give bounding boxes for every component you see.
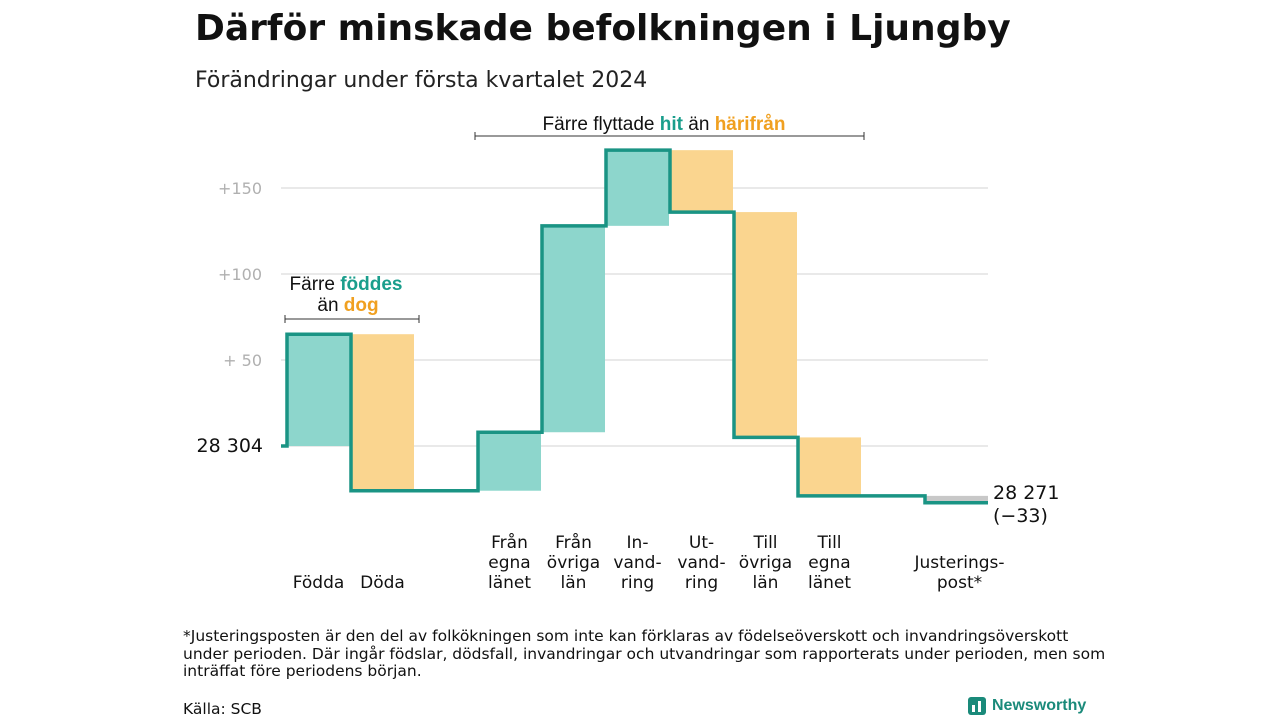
svg-text:Färre flyttade hit: Färre flyttade hit än härifrån bbox=[543, 114, 786, 135]
category-label: Till övriga län bbox=[739, 533, 792, 593]
bar-invandring bbox=[606, 150, 669, 226]
footnote: *Justeringsposten är den del av folkökni… bbox=[183, 627, 1106, 680]
y-tick-label: +150 bbox=[218, 179, 262, 198]
end-change-label: (−33) bbox=[993, 505, 1048, 527]
category-label: Från övriga län bbox=[547, 532, 600, 593]
y-tick-label: + 50 bbox=[223, 351, 262, 370]
category-label: In-vand-ring bbox=[613, 533, 661, 593]
annotation-migration-text-1: Färre flyttade bbox=[543, 114, 655, 135]
annotation-births-highlight-2: dog bbox=[344, 295, 379, 316]
brand-logo[interactable]: Newsworthy bbox=[968, 697, 1086, 715]
bar-utvandring bbox=[670, 150, 733, 213]
annotation-births-text-1: Färre bbox=[290, 274, 335, 295]
source-label: Källa: SCB bbox=[183, 700, 262, 718]
annotation-births-highlight-1: föddes bbox=[340, 274, 402, 295]
newsworthy-logo-icon bbox=[968, 697, 986, 715]
bar-döda bbox=[351, 334, 414, 491]
annotation-migration-text-2: än bbox=[688, 114, 709, 135]
annotation-migration: Färre flyttade hit än härifrån bbox=[474, 114, 865, 140]
category-label: Till egna länet bbox=[808, 533, 851, 593]
annotation-births-text-2: än bbox=[317, 295, 338, 316]
bar-tillövrigalän bbox=[734, 212, 797, 438]
start-value-label: 28 304 bbox=[197, 435, 263, 457]
brand-name: Newsworthy bbox=[992, 697, 1087, 714]
svg-text:än dog: än dog bbox=[317, 295, 378, 316]
bar-tillegnalänet bbox=[798, 437, 861, 496]
svg-text:Färre föddes: Färre föddes bbox=[290, 274, 403, 295]
y-tick-label: +100 bbox=[218, 265, 262, 284]
running-total-line bbox=[281, 148, 988, 505]
bar-födda bbox=[287, 334, 350, 446]
annotation-migration-highlight-1: hit bbox=[660, 114, 684, 135]
chart-title: Därför minskade befolkningen i Ljungby bbox=[195, 8, 1011, 49]
category-label: Födda bbox=[293, 573, 345, 593]
category-label: Från egna länet bbox=[488, 532, 531, 593]
end-value-label: 28 271 bbox=[993, 482, 1059, 504]
category-label: Döda bbox=[360, 573, 405, 593]
chart-subtitle: Förändringar under första kvartalet 2024 bbox=[195, 68, 648, 93]
annotation-births: Färre föddes än dog bbox=[284, 274, 420, 323]
waterfall-chart: +150 +100 + 50 Födda Döda Från egna länet Från ö… bbox=[197, 114, 1060, 593]
category-label: Ut-vand-ring bbox=[677, 533, 725, 593]
bar-justeringspost bbox=[925, 495, 988, 503]
annotation-migration-highlight-2: härifrån bbox=[715, 114, 786, 135]
bar-frånövrigalän bbox=[542, 225, 605, 433]
category-label: Justerings-post* bbox=[913, 553, 1004, 593]
bar-frånegnalänet bbox=[478, 432, 541, 491]
